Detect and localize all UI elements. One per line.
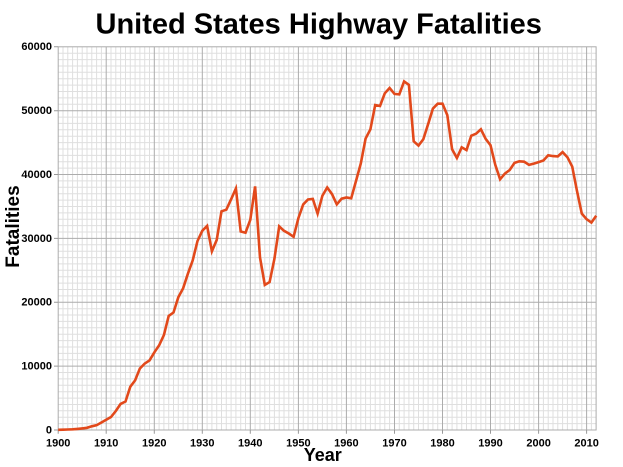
svg-text:50000: 50000 — [21, 105, 52, 117]
svg-text:1910: 1910 — [94, 437, 118, 449]
svg-text:1930: 1930 — [190, 437, 214, 449]
svg-text:0: 0 — [46, 424, 52, 436]
svg-text:1980: 1980 — [430, 437, 454, 449]
svg-text:40000: 40000 — [21, 169, 52, 181]
svg-text:Year: Year — [304, 445, 342, 465]
svg-text:1970: 1970 — [382, 437, 406, 449]
svg-text:30000: 30000 — [21, 233, 52, 245]
svg-text:1960: 1960 — [334, 437, 358, 449]
svg-text:United States Highway Fataliti: United States Highway Fatalities — [96, 9, 542, 41]
svg-text:60000: 60000 — [21, 41, 52, 53]
svg-text:10000: 10000 — [21, 361, 52, 373]
svg-text:20000: 20000 — [21, 297, 52, 309]
svg-text:Fatalities: Fatalities — [3, 185, 24, 267]
svg-text:1990: 1990 — [478, 437, 502, 449]
svg-text:1900: 1900 — [46, 437, 70, 449]
svg-text:1940: 1940 — [238, 437, 262, 449]
svg-text:1950: 1950 — [286, 437, 310, 449]
svg-text:2010: 2010 — [574, 437, 598, 449]
svg-text:2000: 2000 — [526, 437, 550, 449]
svg-text:1920: 1920 — [142, 437, 166, 449]
